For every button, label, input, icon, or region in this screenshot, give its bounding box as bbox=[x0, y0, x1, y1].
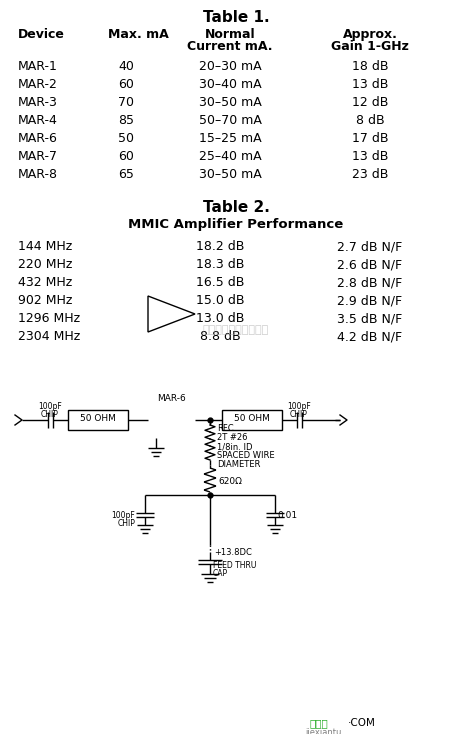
Text: 8 dB: 8 dB bbox=[356, 114, 384, 127]
Bar bbox=[68, 410, 128, 430]
Text: 17 dB: 17 dB bbox=[352, 132, 388, 145]
Text: 15–25 mA: 15–25 mA bbox=[199, 132, 261, 145]
Text: MAR-2: MAR-2 bbox=[18, 78, 58, 91]
Text: 85: 85 bbox=[118, 114, 134, 127]
Text: Approx.: Approx. bbox=[343, 28, 397, 41]
Text: 620Ω: 620Ω bbox=[218, 477, 242, 486]
Text: 12 dB: 12 dB bbox=[352, 96, 388, 109]
Text: 18 dB: 18 dB bbox=[352, 60, 388, 73]
Text: MAR-6: MAR-6 bbox=[18, 132, 58, 145]
Text: 13.0 dB: 13.0 dB bbox=[196, 312, 244, 325]
Text: RFC: RFC bbox=[217, 424, 234, 433]
Text: DIAMETER: DIAMETER bbox=[217, 460, 261, 469]
Text: 65: 65 bbox=[118, 168, 134, 181]
Text: 220 MHz: 220 MHz bbox=[18, 258, 72, 271]
Text: MAR-1: MAR-1 bbox=[18, 60, 58, 73]
Text: 50–70 mA: 50–70 mA bbox=[199, 114, 261, 127]
Text: 60: 60 bbox=[118, 78, 134, 91]
Text: 2.9 dB N/F: 2.9 dB N/F bbox=[337, 294, 403, 307]
Text: Table 1.: Table 1. bbox=[202, 10, 270, 25]
Text: Current mA.: Current mA. bbox=[187, 40, 273, 53]
Text: 70: 70 bbox=[118, 96, 134, 109]
Text: 100pF: 100pF bbox=[287, 402, 311, 411]
Text: 40: 40 bbox=[118, 60, 134, 73]
Text: 杭州将筋科技有限公司: 杭州将筋科技有限公司 bbox=[203, 325, 269, 335]
Text: 30–40 mA: 30–40 mA bbox=[199, 78, 261, 91]
Text: 2T #26: 2T #26 bbox=[217, 433, 247, 442]
Text: ·COM: ·COM bbox=[348, 718, 376, 728]
Text: 30–50 mA: 30–50 mA bbox=[199, 168, 261, 181]
Text: Normal: Normal bbox=[205, 28, 255, 41]
Text: 18.3 dB: 18.3 dB bbox=[196, 258, 244, 271]
Text: FEED THRU: FEED THRU bbox=[213, 561, 256, 570]
Text: MMIC Amplifier Performance: MMIC Amplifier Performance bbox=[128, 218, 344, 231]
Text: 0.01: 0.01 bbox=[277, 511, 297, 520]
Text: 4.2 dB N/F: 4.2 dB N/F bbox=[337, 330, 403, 343]
Text: 18.2 dB: 18.2 dB bbox=[196, 240, 244, 253]
Text: Max. mA: Max. mA bbox=[108, 28, 169, 41]
Text: CHIP: CHIP bbox=[117, 519, 135, 528]
Text: MAR-8: MAR-8 bbox=[18, 168, 58, 181]
Text: 144 MHz: 144 MHz bbox=[18, 240, 72, 253]
Text: Gain 1-GHz: Gain 1-GHz bbox=[331, 40, 409, 53]
Text: 8.8 dB: 8.8 dB bbox=[200, 330, 240, 343]
Text: 20–30 mA: 20–30 mA bbox=[199, 60, 261, 73]
Text: 60: 60 bbox=[118, 150, 134, 163]
Text: 50: 50 bbox=[118, 132, 134, 145]
Text: MAR-4: MAR-4 bbox=[18, 114, 58, 127]
Bar bbox=[222, 410, 282, 430]
Text: MAR-6: MAR-6 bbox=[157, 394, 186, 403]
Text: 13 dB: 13 dB bbox=[352, 78, 388, 91]
Text: CHIP: CHIP bbox=[41, 410, 59, 419]
Text: 100pF: 100pF bbox=[111, 511, 135, 520]
Text: MAR-7: MAR-7 bbox=[18, 150, 58, 163]
Text: 接线图: 接线图 bbox=[310, 718, 329, 728]
Text: 1296 MHz: 1296 MHz bbox=[18, 312, 80, 325]
Text: 432 MHz: 432 MHz bbox=[18, 276, 72, 289]
Text: CHIP: CHIP bbox=[290, 410, 308, 419]
Text: 2304 MHz: 2304 MHz bbox=[18, 330, 80, 343]
Text: 23 dB: 23 dB bbox=[352, 168, 388, 181]
Text: 16.5 dB: 16.5 dB bbox=[196, 276, 244, 289]
Text: 15.0 dB: 15.0 dB bbox=[196, 294, 244, 307]
Text: CAP: CAP bbox=[213, 569, 228, 578]
Text: 3.5 dB N/F: 3.5 dB N/F bbox=[337, 312, 403, 325]
Polygon shape bbox=[148, 296, 195, 332]
Text: Device: Device bbox=[18, 28, 65, 41]
Text: 100pF: 100pF bbox=[38, 402, 62, 411]
Text: +13.8DC: +13.8DC bbox=[214, 548, 252, 557]
Text: 25–40 mA: 25–40 mA bbox=[199, 150, 261, 163]
Text: 50 OHM: 50 OHM bbox=[234, 414, 270, 423]
Text: 2.7 dB N/F: 2.7 dB N/F bbox=[337, 240, 403, 253]
Text: Table 2.: Table 2. bbox=[202, 200, 270, 215]
Text: MAR-3: MAR-3 bbox=[18, 96, 58, 109]
Text: 13 dB: 13 dB bbox=[352, 150, 388, 163]
Text: 2.6 dB N/F: 2.6 dB N/F bbox=[337, 258, 403, 271]
Text: SPACED WIRE: SPACED WIRE bbox=[217, 451, 275, 460]
Text: 2.8 dB N/F: 2.8 dB N/F bbox=[337, 276, 403, 289]
Text: 30–50 mA: 30–50 mA bbox=[199, 96, 261, 109]
Text: 902 MHz: 902 MHz bbox=[18, 294, 72, 307]
Text: 50 OHM: 50 OHM bbox=[80, 414, 116, 423]
Text: 1/8in. ID: 1/8in. ID bbox=[217, 442, 253, 451]
Text: jiexiantu: jiexiantu bbox=[305, 728, 341, 734]
